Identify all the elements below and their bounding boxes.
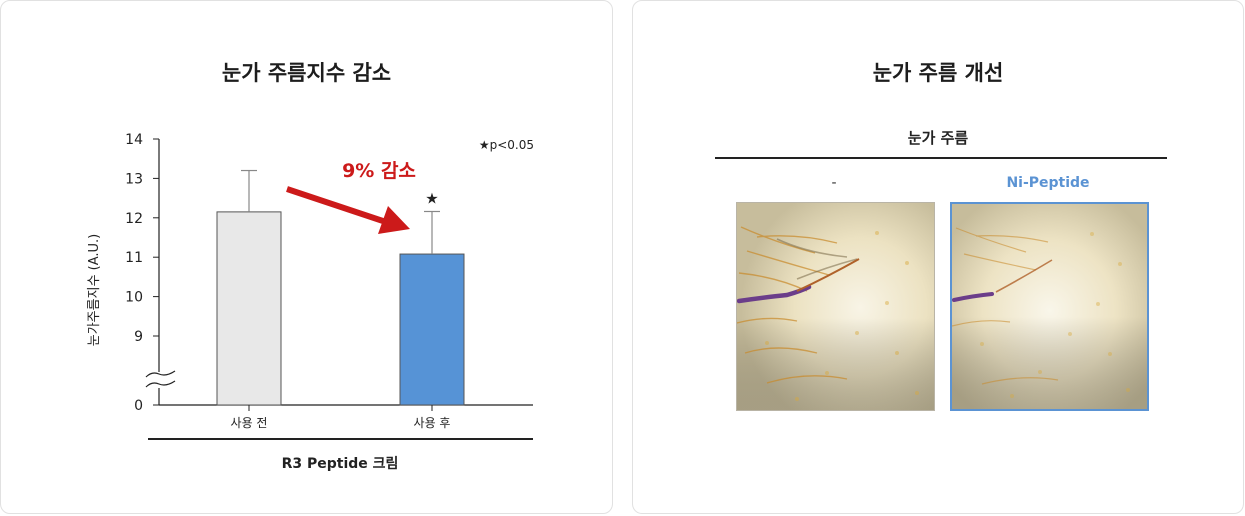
y-axis-label: 눈가주름지수 (A.U.) <box>87 234 102 346</box>
y-tick-label: 0 <box>134 398 143 414</box>
y-tick-label: 10 <box>125 290 143 306</box>
y-tick-label: 14 <box>125 132 143 148</box>
x-axis-label: R3 Peptide 크림 <box>282 456 399 472</box>
y-tick-label: 9 <box>134 329 143 345</box>
column-label-ni-peptide: Ni-Peptide <box>1006 175 1090 191</box>
skin-image-control <box>736 202 935 411</box>
axis-break-mark <box>145 380 176 388</box>
bar <box>216 211 282 406</box>
decrease-annotation: 9% 감소 <box>342 160 416 182</box>
x-tick-label: 사용 전 <box>231 416 268 430</box>
column-label-control: - <box>831 175 837 191</box>
bar-chart: 0 9 10 11 12 13 14 눈가주름지수 (A.U.) 사용 전 사용 후 ★ ★p<0.0… <box>87 132 534 472</box>
chart-title: 눈가 주름지수 감소 <box>221 61 392 85</box>
y-tick-label: 11 <box>125 250 143 266</box>
skin-image-ni-peptide <box>950 202 1149 411</box>
group-divider <box>715 157 1167 159</box>
significance-note: ★p<0.05 <box>479 138 534 152</box>
comparison-card: 눈가 주름 개선 눈가 주름 - Ni-Peptide <box>632 0 1244 514</box>
x-tick-label: 사용 후 <box>414 416 451 430</box>
bar <box>399 253 465 406</box>
axis-break-mark <box>145 370 176 378</box>
y-tick-label: 12 <box>125 211 143 227</box>
comparison-title: 눈가 주름 개선 <box>872 61 1004 85</box>
decrease-arrow-head <box>378 206 410 234</box>
decrease-arrow <box>286 186 387 225</box>
significance-star: ★ <box>425 189 438 207</box>
y-tick-label: 13 <box>125 171 143 187</box>
chart-card: 눈가 주름지수 감소 <box>0 0 613 514</box>
group-header: 눈가 주름 <box>907 129 969 147</box>
